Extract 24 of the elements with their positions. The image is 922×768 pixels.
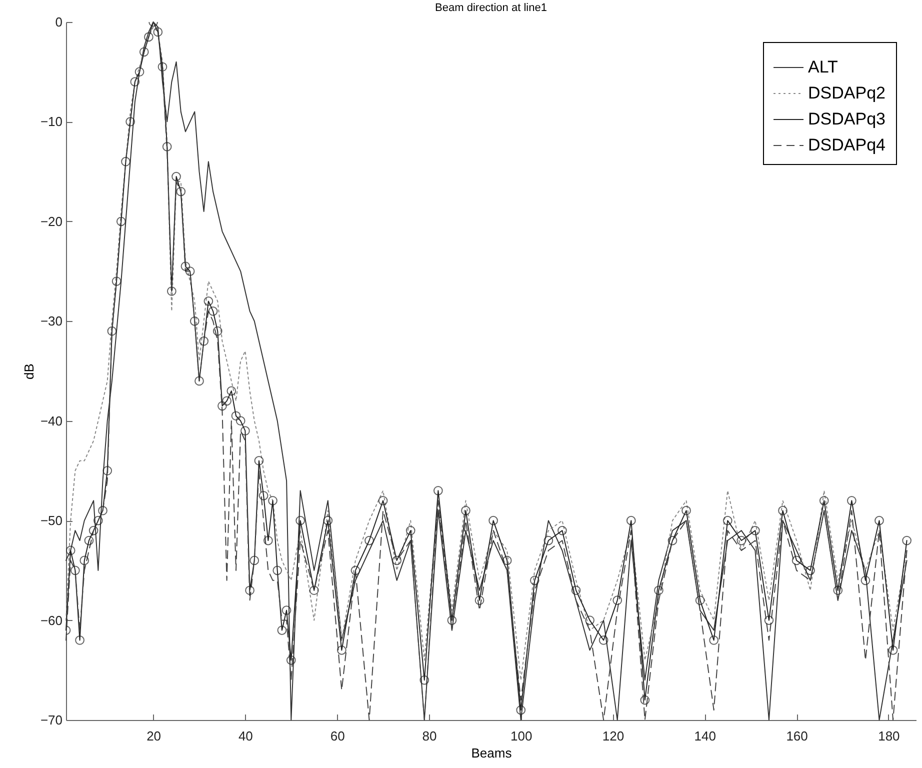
x-tick-label: 80	[422, 728, 437, 744]
y-tick-label: −40	[40, 413, 62, 428]
x-tick-label: 40	[238, 728, 253, 744]
x-axis-title: Beams	[471, 746, 512, 760]
x-tick-label: 20	[146, 728, 162, 744]
legend-label: DSDAPq4	[808, 136, 886, 154]
legend-label: ALT	[808, 58, 838, 76]
x-tick-label: 140	[694, 728, 716, 744]
y-tick-label: −20	[40, 214, 62, 229]
x-tick-label: 180	[878, 728, 900, 744]
legend-label: DSDAPq3	[808, 110, 886, 128]
x-tick-label: 160	[786, 728, 808, 744]
x-tick-label: 100	[510, 728, 532, 744]
y-axis-title: dB	[21, 364, 36, 380]
y-tick-label: −60	[40, 612, 62, 628]
chart-title: Beam direction at line1	[435, 2, 547, 14]
y-tick-label: −70	[40, 712, 62, 728]
y-tick-label: −30	[40, 314, 62, 329]
y-tick-label: 0	[55, 14, 62, 30]
x-tick-label: 120	[602, 728, 624, 744]
y-tick-label: −50	[40, 513, 62, 528]
y-tick-label: −10	[40, 114, 62, 130]
x-tick-label: 60	[330, 728, 345, 744]
legend-label: DSDAPq2	[808, 84, 886, 102]
